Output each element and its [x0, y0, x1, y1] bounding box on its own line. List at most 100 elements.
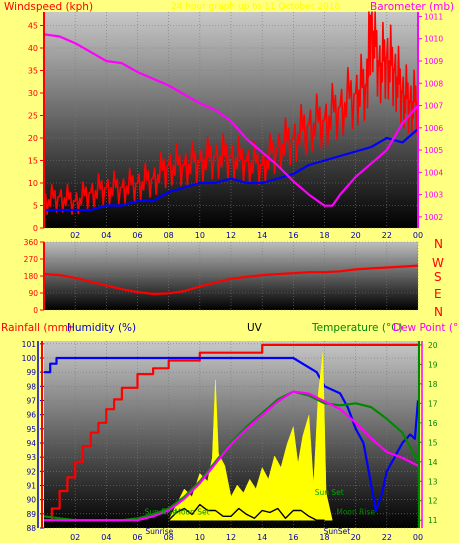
x-tick-label: 12	[226, 231, 236, 240]
humidity-axis-label: Humidity (%)	[67, 322, 136, 334]
dewpoint-axis-label: Dew Point (°C)	[393, 322, 459, 334]
y-left-tick-label: 94	[26, 439, 36, 448]
x-tick-label: 02	[70, 231, 80, 240]
uv-area	[168, 352, 333, 521]
y-left-tick-label: 93	[26, 453, 36, 462]
x-tick-label: 04	[101, 533, 111, 542]
chart-annotation: Moon Rise	[336, 507, 375, 516]
y-left-tick-label: 101	[22, 340, 37, 349]
y-right-tick-label: 14	[428, 458, 438, 467]
y-right-tick-label: 1007	[424, 102, 443, 111]
y-right-tick-label: 1009	[424, 57, 443, 66]
x-tick-label: 00	[413, 533, 423, 542]
chart-title: 24 hour graph up to 11 October 2018	[171, 2, 341, 12]
windspeed-axis-label: Windspeed (kph)	[4, 1, 93, 13]
y-left-tick-label: 10	[28, 179, 38, 188]
series-line	[43, 11, 419, 215]
compass-s: S	[434, 270, 442, 284]
y-right-tick-label: 1004	[424, 168, 443, 177]
series-line	[44, 343, 418, 522]
y-left-tick-label: 35	[28, 67, 38, 76]
x-tick-label: 14	[257, 231, 267, 240]
chart-annotation: Sun Rise	[145, 507, 178, 516]
y-right-tick-label: 1011	[424, 12, 443, 21]
x-tick-label: 20	[351, 231, 361, 240]
x-tick-label: 18	[319, 231, 329, 240]
y-left-tick-label: 30	[28, 89, 38, 98]
y-left-tick-label: 25	[28, 112, 38, 121]
x-tick-label: 00	[413, 231, 423, 240]
x-tick-label: 06	[132, 533, 142, 542]
chart-annotation: Sunrise	[145, 527, 173, 536]
series-line	[44, 356, 420, 513]
y-left-tick-label: 40	[28, 44, 38, 53]
y-left-tick-label: 90	[26, 496, 36, 505]
chart-annotation: SunSet	[324, 527, 351, 536]
y-right-tick-label: 13	[428, 477, 438, 486]
x-tick-label: 12	[226, 533, 236, 542]
y-left-tick-label: 88	[26, 524, 36, 533]
x-tick-label: 16	[288, 231, 298, 240]
x-tick-label: 22	[382, 533, 392, 542]
y-left-tick-label: 89	[26, 510, 36, 519]
temperature-axis-label: Temperature (°C)	[311, 322, 403, 334]
y-right-tick-label: 11	[428, 516, 438, 525]
chart-annotation: Moon Set	[174, 507, 209, 516]
y-tick-label: 90	[28, 289, 38, 298]
y-left-tick-label: 100	[22, 354, 37, 363]
y-right-tick-label: 1008	[424, 79, 443, 88]
series-line	[44, 390, 419, 522]
y-tick-label: 0	[33, 306, 38, 315]
series-line	[43, 33, 419, 207]
y-left-tick-label: 99	[26, 368, 36, 377]
y-tick-label: 180	[24, 272, 39, 281]
compass-w: W	[432, 256, 444, 270]
x-tick-label: 16	[288, 533, 298, 542]
series-line	[43, 264, 419, 296]
x-tick-label: 10	[195, 231, 205, 240]
y-left-tick-label: 92	[26, 467, 36, 476]
x-tick-label: 02	[70, 533, 80, 542]
compass-n-top: N	[434, 237, 443, 251]
y-right-tick-label: 15	[428, 438, 438, 447]
series-line	[44, 128, 419, 212]
x-tick-label: 06	[132, 231, 142, 240]
y-left-tick-label: 96	[26, 411, 36, 420]
x-tick-label: 22	[382, 231, 392, 240]
barometer-axis-label: Barometer (mb)	[370, 1, 454, 13]
y-right-tick-label: 1006	[424, 124, 443, 133]
y-right-tick-label: 18	[428, 380, 438, 389]
y-tick-label: 270	[24, 255, 39, 264]
y-left-tick-label: 5	[33, 202, 38, 211]
y-left-tick-label: 45	[28, 22, 38, 31]
rainfall-axis-label: Rainfall (mm)	[1, 322, 72, 334]
x-tick-label: 08	[164, 231, 174, 240]
x-tick-label: 04	[101, 231, 111, 240]
x-tick-label: 08	[164, 533, 174, 542]
y-left-tick-label: 20	[28, 134, 38, 143]
x-tick-label: 14	[257, 533, 267, 542]
y-right-tick-label: 19	[428, 360, 438, 369]
compass-e: E	[434, 287, 442, 301]
y-left-tick-label: 91	[26, 482, 36, 491]
x-tick-label: 20	[351, 533, 361, 542]
y-tick-label: 360	[24, 238, 39, 247]
y-right-tick-label: 20	[428, 341, 438, 350]
y-right-tick-label: 16	[428, 419, 438, 428]
y-right-tick-label: 1002	[424, 213, 443, 222]
uv-axis-label: UV	[247, 322, 263, 334]
y-left-tick-label: 98	[26, 382, 36, 391]
y-right-tick-label: 12	[428, 497, 438, 506]
x-tick-label: 10	[195, 533, 205, 542]
chart-annotation: Sun Set	[315, 488, 344, 497]
series-line	[168, 503, 325, 521]
y-right-tick-label: 1003	[424, 191, 443, 200]
compass-n-bottom: N	[434, 305, 443, 319]
x-tick-label: 18	[319, 533, 329, 542]
y-right-tick-label: 1010	[424, 35, 443, 44]
y-left-tick-label: 0	[33, 224, 38, 233]
y-left-tick-label: 95	[26, 425, 36, 434]
y-right-tick-label: 1005	[424, 146, 443, 155]
